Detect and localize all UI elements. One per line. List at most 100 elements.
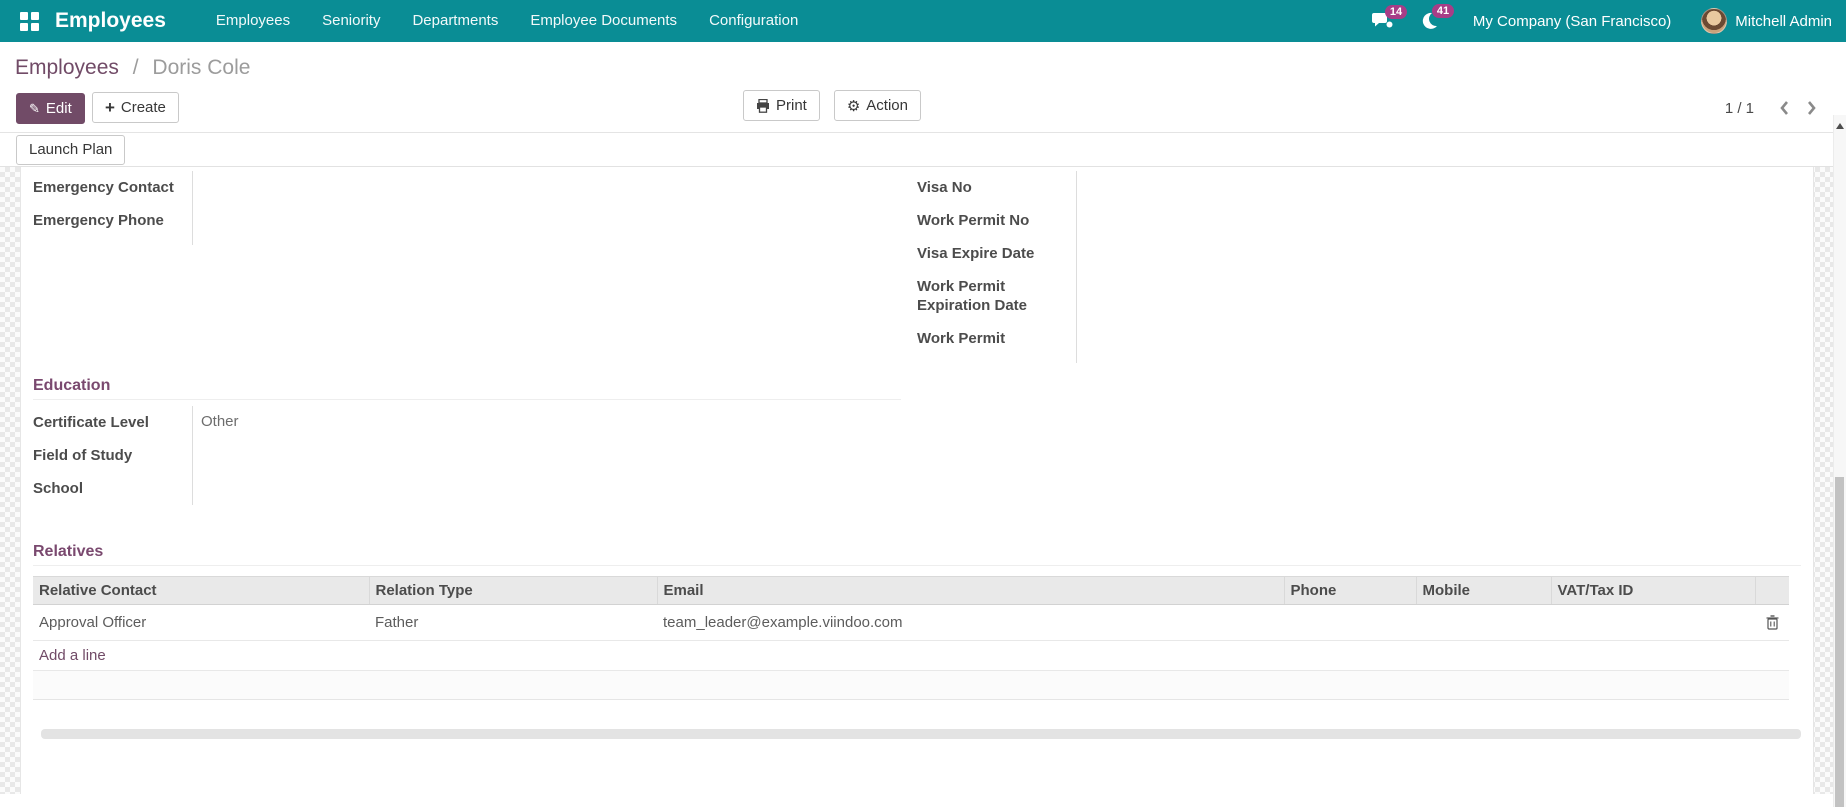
visa-group: Visa No Work Permit No Visa Expire Date … (905, 171, 1795, 363)
apps-menu-button[interactable] (12, 6, 49, 37)
launch-plan-button[interactable]: Launch Plan (16, 134, 126, 165)
breadcrumb: Employees / Doris Cole (0, 54, 1846, 86)
cell-vat[interactable] (1551, 604, 1755, 641)
column-header-relative-contact[interactable]: Relative Contact (33, 576, 369, 605)
relatives-header-row: Relative Contact Relation Type Email Pho… (33, 576, 1789, 605)
add-a-line-row: Add a line (33, 640, 1789, 671)
field-value-work-permit-expiration-date (1077, 270, 1795, 322)
scrollbar-thumb[interactable] (1835, 477, 1844, 807)
top-navbar: Employees Employees Seniority Department… (0, 0, 1846, 42)
field-value-emergency-phone (193, 204, 905, 237)
hr-settings-fields: Emergency Contact Emergency Phone Visa N… (33, 171, 1801, 363)
cell-relative-contact[interactable]: Approval Officer (33, 604, 369, 641)
breadcrumb-current: Doris Cole (152, 56, 251, 79)
field-label-work-permit-expiration-date: Work Permit Expiration Date (917, 270, 1077, 322)
action-button[interactable]: ⚙ Action (833, 90, 921, 121)
control-panel: Employees / Doris Cole ✎ Edit + Create (0, 42, 1846, 133)
avatar (1701, 8, 1728, 34)
scrollbar-up-arrow-icon[interactable] (1836, 123, 1844, 129)
field-label-work-permit-no: Work Permit No (917, 204, 1077, 237)
field-value-emergency-contact (193, 171, 905, 204)
messages-button[interactable]: 14 (1371, 5, 1408, 30)
pager-next-button[interactable] (1803, 98, 1820, 118)
chevron-left-icon (1780, 101, 1788, 115)
cell-relation-type[interactable]: Father (369, 604, 657, 641)
relatives-section-title: Relatives (33, 543, 104, 560)
company-switcher[interactable]: My Company (San Francisco) (1472, 12, 1672, 30)
relative-row[interactable]: Approval Officer Father team_leader@exam… (33, 604, 1789, 641)
gear-icon: ⚙ (846, 97, 861, 115)
activities-badge: 41 (1431, 4, 1455, 18)
field-label-visa-expire-date: Visa Expire Date (917, 237, 1077, 270)
nav-item-employee-documents[interactable]: Employee Documents (530, 12, 678, 29)
field-value-school (193, 472, 901, 505)
column-header-mobile[interactable]: Mobile (1415, 576, 1551, 605)
pager-value: 1 / 1 (1724, 99, 1754, 117)
column-header-email[interactable]: Email (656, 576, 1284, 605)
breadcrumb-separator: / (132, 56, 139, 79)
column-header-phone[interactable]: Phone (1283, 576, 1416, 605)
pager: 1 / 1 (1725, 98, 1820, 118)
nav-item-departments[interactable]: Departments (412, 12, 499, 29)
form-sheet: Emergency Contact Emergency Phone Visa N… (20, 167, 1814, 794)
user-name: Mitchell Admin (1735, 12, 1832, 30)
apps-grid-icon (20, 11, 39, 31)
field-label-school: School (33, 472, 193, 505)
nav-item-employees[interactable]: Employees (215, 12, 291, 29)
activities-button[interactable]: 41 (1419, 4, 1455, 31)
table-footer-row (33, 670, 1789, 700)
record-buttons: ✎ Edit + Create (16, 92, 182, 124)
breadcrumb-parent[interactable]: Employees (15, 56, 119, 79)
form-view: Emergency Contact Emergency Phone Visa N… (0, 167, 1846, 794)
chevron-right-icon (1808, 101, 1816, 115)
education-section-title: Education (33, 377, 111, 394)
app-title[interactable]: Employees (55, 9, 166, 32)
cell-email[interactable]: team_leader@example.viindoo.com (657, 604, 1284, 641)
column-header-actions (1754, 576, 1789, 605)
messages-badge: 14 (1384, 5, 1408, 19)
chat-icon (1371, 13, 1393, 28)
field-value-visa-no (1077, 171, 1795, 204)
field-label-visa-no: Visa No (917, 171, 1077, 204)
printer-icon (757, 98, 769, 113)
statusbar: Launch Plan (0, 133, 1846, 167)
field-label-emergency-contact: Emergency Contact (33, 171, 193, 204)
edit-button[interactable]: ✎ Edit (16, 93, 85, 124)
edit-button-label: Edit (45, 100, 72, 117)
field-label-work-permit: Work Permit (917, 322, 1077, 355)
delete-row-button[interactable] (1764, 613, 1781, 632)
field-value-field-of-study (193, 439, 901, 472)
nav-item-configuration[interactable]: Configuration (709, 12, 799, 29)
field-label-emergency-phone: Emergency Phone (33, 204, 193, 237)
print-button[interactable]: Print (743, 90, 820, 121)
app-menu: Employees Seniority Departments Employee… (200, 0, 814, 42)
user-menu[interactable]: Mitchell Admin (1701, 8, 1832, 34)
column-header-relation-type[interactable]: Relation Type (368, 576, 657, 605)
field-label-certificate-level: Certificate Level (33, 406, 193, 439)
column-header-vat[interactable]: VAT/Tax ID (1550, 576, 1755, 605)
cell-mobile[interactable] (1416, 604, 1551, 641)
field-label-field-of-study: Field of Study (33, 439, 193, 472)
education-section: Education Certificate Level Other Field … (33, 377, 901, 505)
control-panel-buttons: ✎ Edit + Create Print (0, 86, 1846, 126)
create-button-label: Create (120, 99, 166, 116)
field-value-work-permit (1077, 322, 1795, 355)
systray: 14 41 My Company (San Francisco) Mitchel… (1346, 4, 1832, 34)
print-button-label: Print (776, 97, 807, 114)
pager-previous-button[interactable] (1776, 98, 1793, 118)
create-button[interactable]: + Create (91, 92, 179, 123)
vertical-scrollbar[interactable] (1833, 115, 1846, 807)
cell-phone[interactable] (1284, 604, 1416, 641)
trash-icon (1766, 615, 1778, 630)
section-divider (33, 565, 1801, 566)
field-value-certificate-level: Other (201, 413, 239, 430)
nav-item-seniority[interactable]: Seniority (322, 12, 381, 29)
activity-moon-icon (1422, 12, 1437, 29)
section-divider (33, 399, 901, 400)
relatives-section: Relatives Relative Contact Relation Type… (33, 543, 1801, 739)
add-a-line-link[interactable]: Add a line (33, 640, 1789, 671)
field-value-visa-expire-date (1077, 237, 1795, 270)
sheet-bottom-divider (41, 729, 1801, 739)
pencil-icon: ✎ (29, 100, 40, 116)
